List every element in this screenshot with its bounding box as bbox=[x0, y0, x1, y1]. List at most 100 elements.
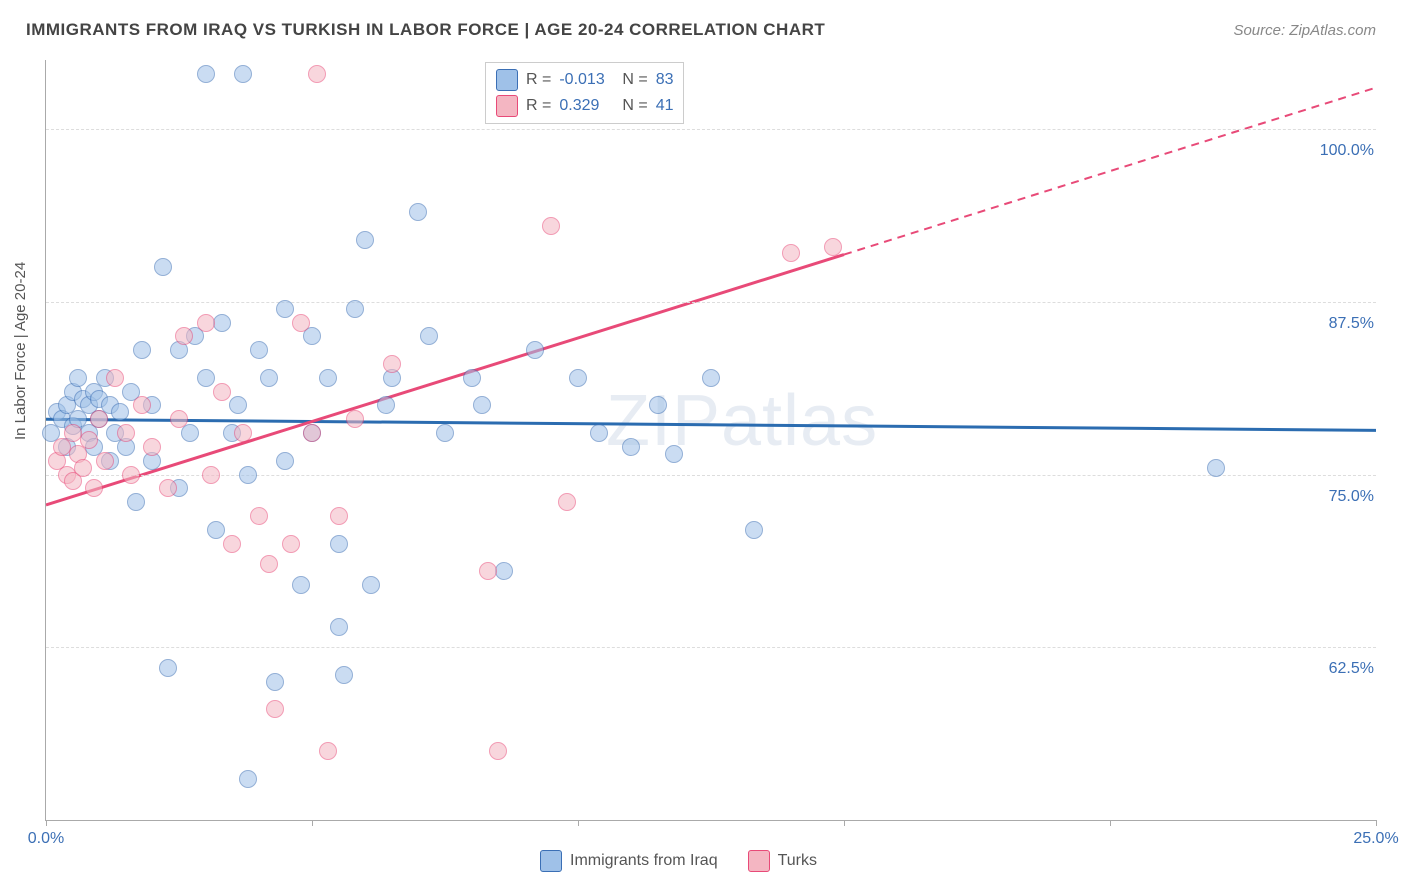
gridline bbox=[46, 302, 1376, 303]
data-point bbox=[292, 314, 310, 332]
data-point bbox=[383, 355, 401, 373]
data-point bbox=[276, 300, 294, 318]
data-point bbox=[319, 369, 337, 387]
data-point bbox=[526, 341, 544, 359]
data-point bbox=[303, 424, 321, 442]
series-legend: Immigrants from Iraq Turks bbox=[540, 850, 817, 872]
data-point bbox=[175, 327, 193, 345]
data-point bbox=[106, 369, 124, 387]
data-point bbox=[223, 535, 241, 553]
trend-line bbox=[46, 255, 844, 505]
gridline bbox=[46, 647, 1376, 648]
data-point bbox=[330, 535, 348, 553]
y-axis-title: In Labor Force | Age 20-24 bbox=[12, 262, 29, 440]
data-point bbox=[74, 459, 92, 477]
x-tick-label: 0.0% bbox=[28, 830, 64, 848]
legend-label: Turks bbox=[778, 852, 817, 870]
data-point bbox=[250, 341, 268, 359]
legend-row: R = 0.329 N = 41 bbox=[496, 93, 673, 119]
data-point bbox=[213, 314, 231, 332]
data-point bbox=[590, 424, 608, 442]
y-tick-label: 75.0% bbox=[1325, 488, 1378, 506]
data-point bbox=[356, 231, 374, 249]
data-point bbox=[207, 521, 225, 539]
legend-item: Immigrants from Iraq bbox=[540, 850, 718, 872]
data-point bbox=[282, 535, 300, 553]
data-point bbox=[90, 410, 108, 428]
data-point bbox=[463, 369, 481, 387]
legend-swatch bbox=[496, 69, 518, 91]
data-point bbox=[346, 300, 364, 318]
x-tick bbox=[1376, 820, 1377, 826]
r-value: 0.329 bbox=[559, 97, 614, 115]
data-point bbox=[266, 700, 284, 718]
data-point bbox=[649, 396, 667, 414]
data-point bbox=[213, 383, 231, 401]
data-point bbox=[266, 673, 284, 691]
legend-swatch bbox=[540, 850, 562, 872]
x-tick bbox=[312, 820, 313, 826]
x-tick bbox=[578, 820, 579, 826]
data-point bbox=[117, 424, 135, 442]
data-point bbox=[239, 770, 257, 788]
data-point bbox=[330, 618, 348, 636]
data-point bbox=[197, 314, 215, 332]
data-point bbox=[239, 466, 257, 484]
data-point bbox=[473, 396, 491, 414]
x-tick bbox=[1110, 820, 1111, 826]
watermark: ZIPatlas bbox=[606, 380, 878, 462]
data-point bbox=[1207, 459, 1225, 477]
data-point bbox=[197, 65, 215, 83]
legend-label: Immigrants from Iraq bbox=[570, 852, 718, 870]
x-tick-label: 25.0% bbox=[1353, 830, 1398, 848]
data-point bbox=[250, 507, 268, 525]
data-point bbox=[665, 445, 683, 463]
legend-row: R = -0.013 N = 83 bbox=[496, 67, 673, 93]
data-point bbox=[319, 742, 337, 760]
data-point bbox=[122, 466, 140, 484]
n-label: N = bbox=[622, 97, 647, 115]
y-tick-label: 62.5% bbox=[1325, 660, 1378, 678]
data-point bbox=[159, 479, 177, 497]
data-point bbox=[308, 65, 326, 83]
y-tick-label: 100.0% bbox=[1316, 142, 1378, 160]
data-point bbox=[377, 396, 395, 414]
data-point bbox=[420, 327, 438, 345]
data-point bbox=[197, 369, 215, 387]
data-point bbox=[234, 424, 252, 442]
n-label: N = bbox=[622, 71, 647, 89]
data-point bbox=[127, 493, 145, 511]
data-point bbox=[479, 562, 497, 580]
data-point bbox=[234, 65, 252, 83]
r-label: R = bbox=[526, 71, 551, 89]
data-point bbox=[170, 410, 188, 428]
data-point bbox=[569, 369, 587, 387]
data-point bbox=[745, 521, 763, 539]
data-point bbox=[229, 396, 247, 414]
r-label: R = bbox=[526, 97, 551, 115]
data-point bbox=[159, 659, 177, 677]
r-value: -0.013 bbox=[559, 71, 614, 89]
data-point bbox=[409, 203, 427, 221]
data-point bbox=[111, 403, 129, 421]
chart-title: IMMIGRANTS FROM IRAQ VS TURKISH IN LABOR… bbox=[26, 20, 825, 40]
n-value: 83 bbox=[656, 71, 674, 89]
x-tick bbox=[46, 820, 47, 826]
data-point bbox=[276, 452, 294, 470]
data-point bbox=[436, 424, 454, 442]
data-point bbox=[330, 507, 348, 525]
data-point bbox=[260, 555, 278, 573]
data-point bbox=[154, 258, 172, 276]
data-point bbox=[260, 369, 278, 387]
data-point bbox=[133, 396, 151, 414]
legend-swatch bbox=[748, 850, 770, 872]
data-point bbox=[824, 238, 842, 256]
data-point bbox=[69, 369, 87, 387]
data-point bbox=[85, 479, 103, 497]
data-point bbox=[80, 431, 98, 449]
data-point bbox=[622, 438, 640, 456]
legend-item: Turks bbox=[748, 850, 817, 872]
data-point bbox=[489, 742, 507, 760]
n-value: 41 bbox=[656, 97, 674, 115]
data-point bbox=[202, 466, 220, 484]
